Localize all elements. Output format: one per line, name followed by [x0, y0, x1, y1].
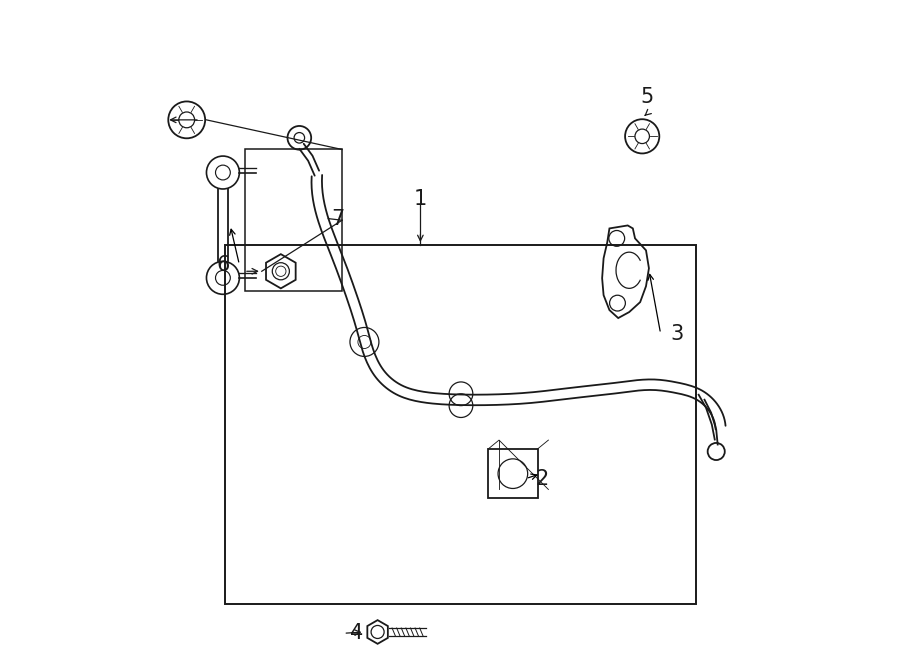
Text: 5: 5 [641, 87, 654, 107]
Bar [225, 245, 696, 603]
Text: 4: 4 [350, 623, 364, 643]
Text: 3: 3 [670, 324, 684, 344]
Text: 6: 6 [216, 254, 230, 275]
Text: 7: 7 [331, 209, 345, 229]
Text: 2: 2 [536, 469, 549, 488]
Bar [245, 149, 342, 291]
Bar [488, 449, 537, 498]
Text: 1: 1 [414, 189, 427, 209]
